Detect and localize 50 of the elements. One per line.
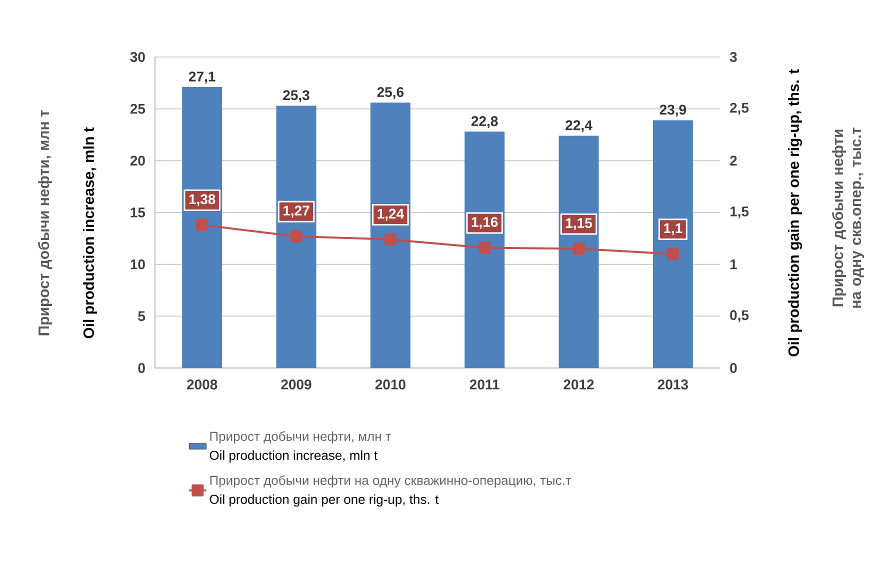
data-label: 22,4 — [566, 120, 592, 132]
x-tick-label: 2012 — [564, 380, 594, 390]
y-axis-title: Oil production increase, mln t — [83, 127, 97, 338]
y-tick-label: 5 — [138, 311, 146, 322]
y2-tick-label: 1,5 — [730, 206, 749, 218]
data-label: 27,1 — [188, 72, 216, 84]
x-tick-label: 2008 — [187, 380, 218, 390]
data-label: 23,9 — [660, 104, 686, 117]
text: Прирост добычи нефти на одну скв.опер., тыс.т — [832, 128, 864, 308]
y-tick-label: 30 — [130, 52, 145, 62]
data-label: 25,3 — [283, 90, 310, 102]
y2-tick-label: 0 — [730, 363, 737, 373]
y2-tick-label: 3 — [730, 52, 737, 62]
data-label: 1,1 — [664, 223, 682, 236]
y-tick-label: 0 — [138, 363, 145, 373]
bar — [464, 132, 505, 368]
y-tick-label: 10 — [130, 259, 145, 270]
x-tick-label: 2011 — [470, 380, 500, 390]
point — [196, 218, 208, 231]
y2-tick-label: 1 — [730, 260, 737, 270]
data-label: 1,38 — [189, 194, 216, 206]
data-label: 22,8 — [471, 116, 498, 128]
legend-label: Прирост добычи нефти на одну скважинно-операцию, тыс.т — [210, 475, 572, 488]
y-tick-label: 20 — [130, 156, 145, 166]
point — [290, 230, 302, 242]
data-label: 25,6 — [377, 87, 404, 100]
point — [572, 242, 585, 255]
legend-label: Прирост добычи нефти, млн т — [210, 431, 392, 444]
data-label: 1,24 — [378, 208, 404, 221]
y-tick-label: 15 — [130, 208, 146, 218]
bar — [276, 106, 316, 368]
bar — [182, 87, 222, 368]
x-tick-label: 2010 — [375, 380, 406, 390]
point — [384, 233, 396, 246]
y2-tick-label: 2,5 — [730, 102, 749, 115]
y2-tick-label: 0,5 — [730, 310, 749, 322]
x-tick-label: 2009 — [281, 380, 312, 390]
y2-axis-title: Oil production gain per one rig-up, ths. t — [788, 69, 802, 356]
point — [478, 242, 491, 254]
data-label: 1,15 — [566, 218, 592, 230]
data-label: 1,16 — [472, 217, 498, 229]
data-label: 1,27 — [284, 206, 310, 218]
text: Прирост добычи нефти, млн т — [38, 110, 52, 336]
y-tick-label: 25 — [130, 104, 146, 114]
text: Oil production gain per one rig-up, ths. t — [210, 494, 439, 507]
bar — [652, 120, 693, 368]
x-tick-label: 2013 — [658, 380, 688, 390]
y2-tick-label: 2 — [730, 156, 737, 166]
point — [666, 248, 679, 260]
text: Oil production increase, mln t — [210, 450, 378, 463]
